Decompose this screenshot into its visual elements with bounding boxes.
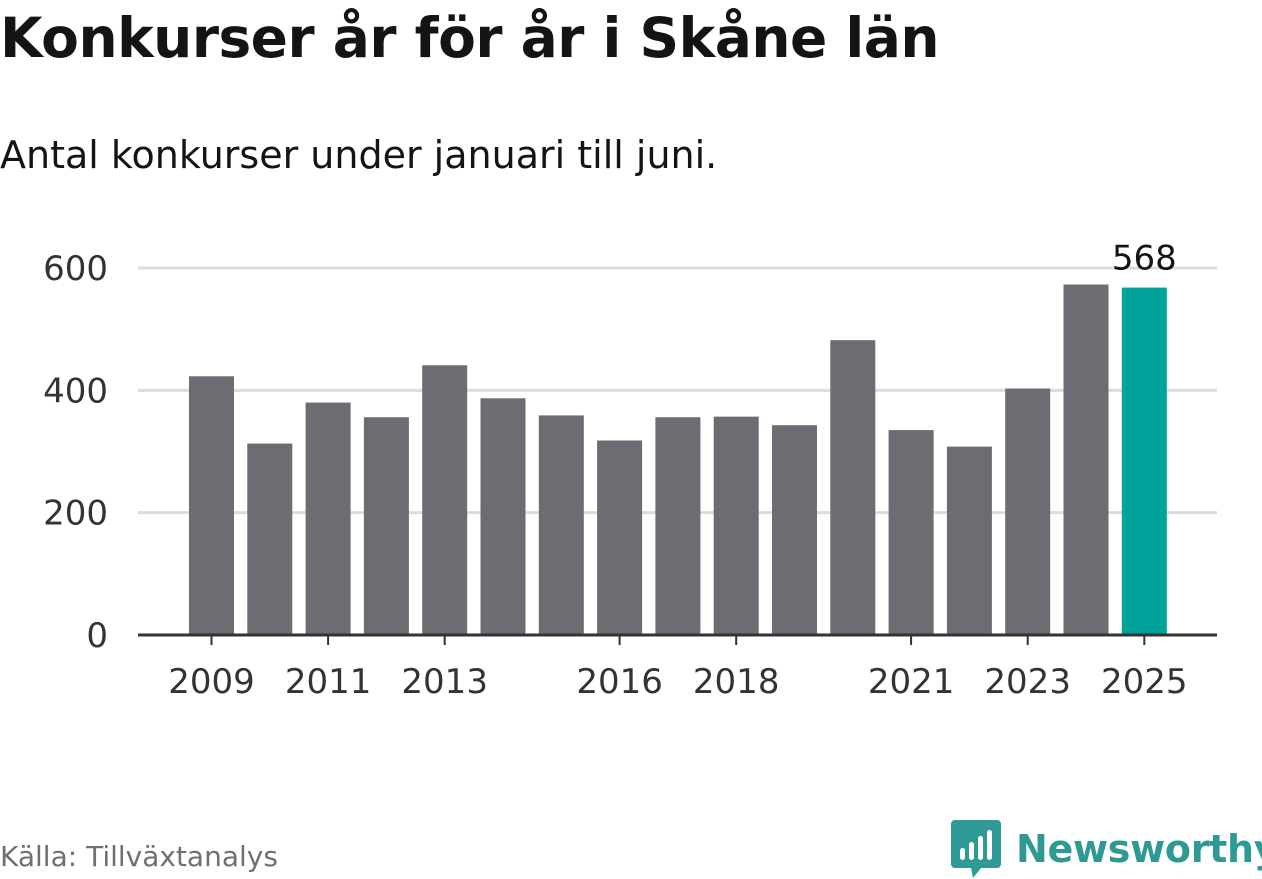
bar-2009 <box>189 376 234 635</box>
x-tick-label: 2009 <box>168 662 255 702</box>
bar-2025 <box>1121 287 1167 635</box>
bar-2024 <box>1063 284 1109 635</box>
chart-title: Konkurser år för år i Skåne län <box>0 6 940 70</box>
bar-2023 <box>1005 388 1051 635</box>
x-tick-label: 2023 <box>984 662 1071 702</box>
source-note: Källa: Tillväxtanalys <box>0 840 278 873</box>
bar-2012 <box>363 417 409 635</box>
bar-2017 <box>655 417 701 635</box>
bar-2011 <box>305 402 351 635</box>
x-axis-tick-labels: 2009 2011 2013 2016 2018 2021 2023 2025 <box>168 662 1187 702</box>
y-tick-label: 200 <box>43 494 108 534</box>
bar-2014 <box>480 398 526 635</box>
x-tick-label: 2011 <box>285 662 372 702</box>
bar-2020 <box>830 340 876 635</box>
x-tick-label: 2025 <box>1101 662 1188 702</box>
x-tick-label: 2018 <box>693 662 780 702</box>
bar-2022 <box>946 446 992 635</box>
y-axis-tick-labels: 0 200 400 600 <box>43 249 108 656</box>
y-tick-label: 600 <box>43 249 108 289</box>
y-tick-label: 400 <box>43 371 108 411</box>
bar-2013 <box>422 365 468 635</box>
newsworthy-bar-chart-logo-icon <box>951 820 1001 878</box>
bars <box>189 284 1167 635</box>
x-axis <box>138 633 1217 645</box>
x-tick-label: 2013 <box>401 662 488 702</box>
bar-2016 <box>597 440 643 635</box>
brand-logo: Newsworthy <box>951 820 1262 878</box>
bar-2018 <box>713 416 759 635</box>
bar-2010 <box>247 443 293 635</box>
data-label-2025: 568 <box>1112 239 1177 279</box>
brand-name: Newsworthy <box>1016 827 1262 871</box>
bar-2021 <box>888 430 934 635</box>
bar-2015 <box>538 415 584 635</box>
x-tick-label: 2021 <box>868 662 955 702</box>
y-tick-label: 0 <box>86 616 108 656</box>
data-labels: 568 <box>1112 239 1177 279</box>
bar-2019 <box>772 425 817 635</box>
x-tick-label: 2016 <box>576 662 663 702</box>
chart-subtitle: Antal konkurser under januari till juni. <box>0 133 718 177</box>
